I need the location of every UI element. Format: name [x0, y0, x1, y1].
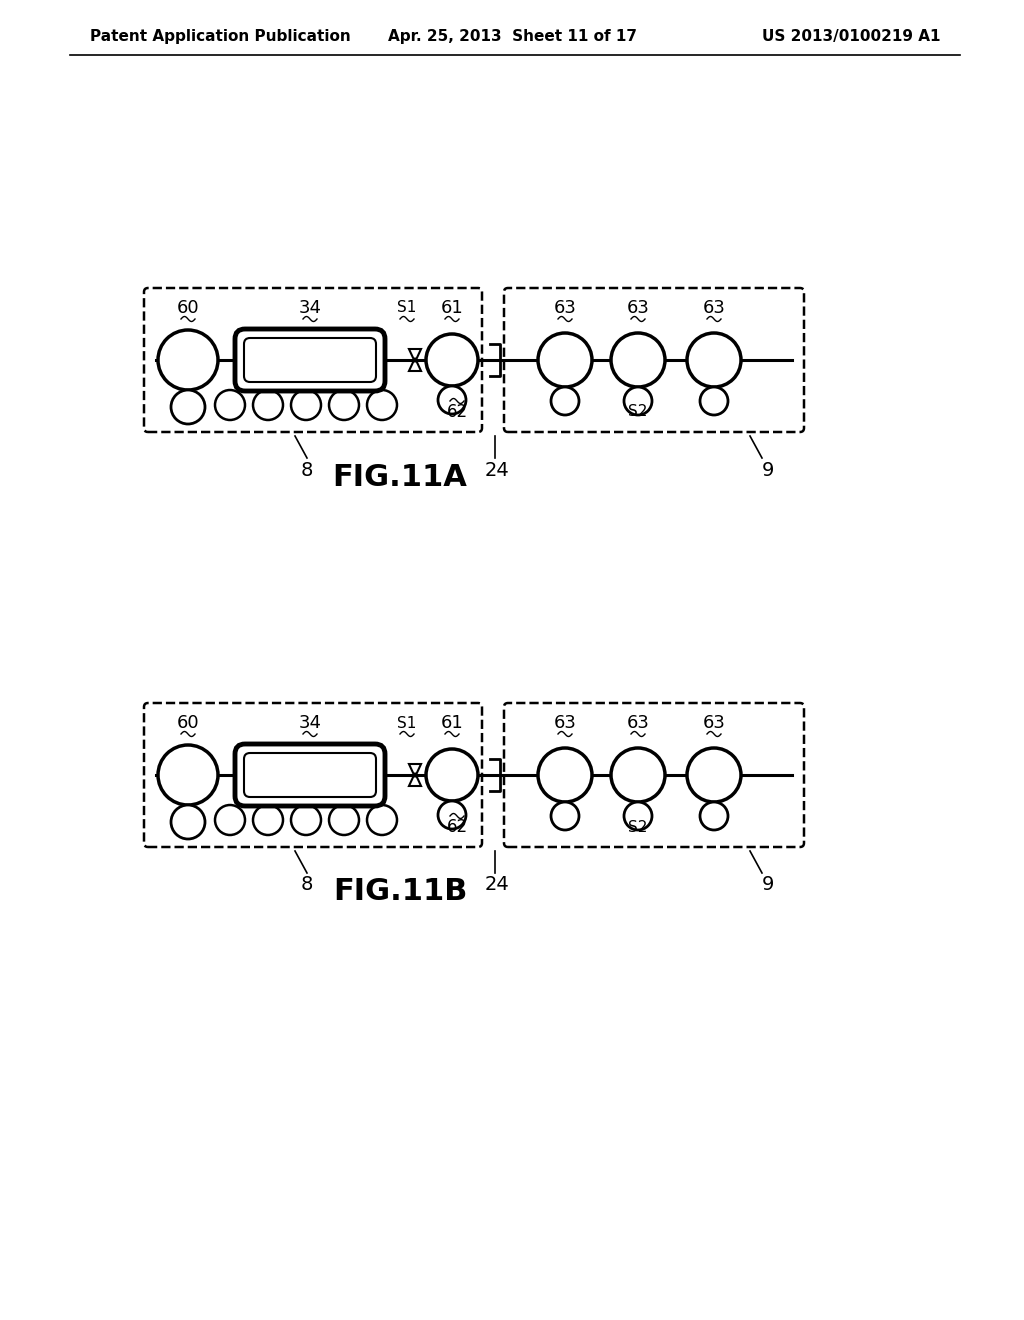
Text: 34: 34 [299, 714, 322, 733]
Text: 8: 8 [301, 875, 313, 895]
Text: 60: 60 [177, 714, 200, 733]
Circle shape [253, 805, 283, 836]
Text: 61: 61 [440, 714, 464, 733]
Circle shape [158, 330, 218, 389]
Text: 60: 60 [177, 300, 200, 317]
Circle shape [611, 333, 665, 387]
Text: 63: 63 [627, 714, 649, 733]
Circle shape [438, 385, 466, 414]
Text: FIG.11B: FIG.11B [333, 878, 467, 907]
Circle shape [438, 801, 466, 829]
Circle shape [538, 333, 592, 387]
Circle shape [624, 803, 652, 830]
Circle shape [687, 333, 741, 387]
Text: 63: 63 [627, 300, 649, 317]
Text: Patent Application Publication: Patent Application Publication [90, 29, 351, 45]
Circle shape [291, 805, 321, 836]
Circle shape [291, 389, 321, 420]
Circle shape [253, 389, 283, 420]
Circle shape [700, 387, 728, 414]
Text: 34: 34 [299, 300, 322, 317]
Text: 9: 9 [762, 461, 774, 479]
Circle shape [700, 803, 728, 830]
Circle shape [551, 803, 579, 830]
Circle shape [611, 748, 665, 803]
Circle shape [367, 389, 397, 420]
Circle shape [687, 748, 741, 803]
Text: 63: 63 [554, 300, 577, 317]
Circle shape [538, 748, 592, 803]
Text: US 2013/0100219 A1: US 2013/0100219 A1 [762, 29, 940, 45]
Text: 9: 9 [762, 875, 774, 895]
Text: 63: 63 [702, 714, 725, 733]
FancyBboxPatch shape [244, 752, 376, 797]
Circle shape [551, 387, 579, 414]
Circle shape [329, 805, 359, 836]
Text: 61: 61 [440, 300, 464, 317]
Text: 62: 62 [446, 403, 468, 421]
Circle shape [624, 387, 652, 414]
FancyBboxPatch shape [234, 329, 385, 391]
Text: 24: 24 [484, 875, 509, 895]
Circle shape [215, 805, 245, 836]
Circle shape [329, 389, 359, 420]
Text: 8: 8 [301, 461, 313, 479]
Circle shape [171, 805, 205, 840]
Text: Apr. 25, 2013  Sheet 11 of 17: Apr. 25, 2013 Sheet 11 of 17 [387, 29, 637, 45]
Text: S1: S1 [397, 715, 417, 730]
Text: S2: S2 [629, 404, 648, 420]
Text: 63: 63 [702, 300, 725, 317]
Circle shape [426, 334, 478, 385]
Text: 63: 63 [554, 714, 577, 733]
Text: FIG.11A: FIG.11A [333, 463, 467, 492]
Text: 24: 24 [484, 461, 509, 479]
Circle shape [367, 805, 397, 836]
Circle shape [426, 748, 478, 801]
Text: S1: S1 [397, 301, 417, 315]
Circle shape [171, 389, 205, 424]
Circle shape [215, 389, 245, 420]
Circle shape [158, 744, 218, 805]
FancyBboxPatch shape [244, 338, 376, 381]
Text: 62: 62 [446, 818, 468, 836]
Text: S2: S2 [629, 820, 648, 834]
FancyBboxPatch shape [234, 744, 385, 807]
